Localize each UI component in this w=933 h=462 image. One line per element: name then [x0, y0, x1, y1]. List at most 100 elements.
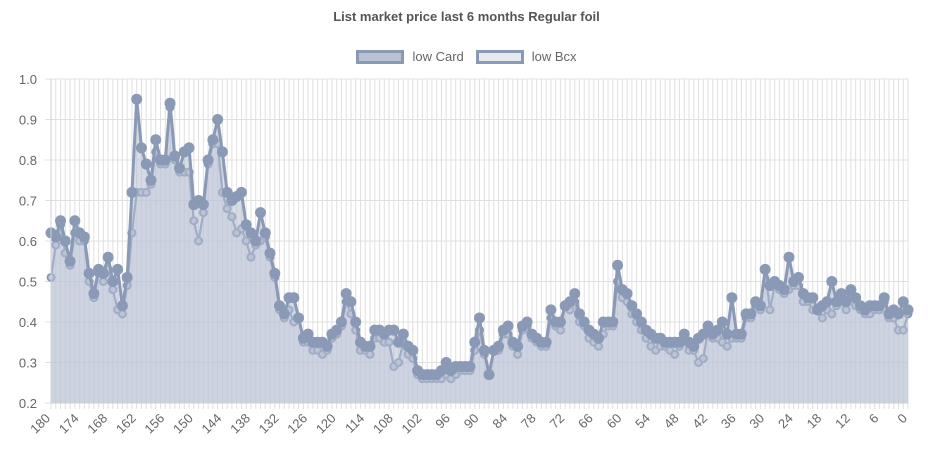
y-tick-label: 0.2 — [19, 396, 37, 411]
data-point-low-card — [235, 186, 247, 198]
data-point-low-card — [483, 369, 495, 381]
data-point-low-card — [397, 328, 409, 340]
data-point-low-card — [897, 296, 909, 308]
data-point-low-card — [464, 361, 476, 373]
y-tick-label: 0.4 — [19, 315, 37, 330]
data-point-low-card — [545, 304, 557, 316]
data-point-low-card — [197, 199, 209, 211]
data-point-low-card — [631, 308, 643, 320]
legend-swatch-low-bcx — [475, 49, 524, 64]
data-point-low-card — [159, 154, 171, 166]
data-point-low-card — [702, 320, 714, 332]
data-point-low-card — [269, 267, 281, 279]
x-tick-label: 12 — [832, 411, 853, 432]
data-point-low-card — [635, 316, 647, 328]
x-tick-label: 108 — [370, 411, 396, 437]
data-point-low-card — [302, 328, 314, 340]
data-point-low-card — [264, 247, 276, 259]
data-point-low-card — [250, 235, 262, 247]
data-point-low-card — [83, 267, 95, 279]
data-point-low-card — [778, 284, 790, 296]
data-point-low-card — [288, 292, 300, 304]
legend-swatch-low-card — [356, 49, 405, 64]
data-point-low-card — [388, 324, 400, 336]
data-point-low-card — [245, 227, 257, 239]
data-point-low-card — [512, 340, 524, 352]
data-point-low-card — [364, 340, 376, 352]
data-point-low-card — [150, 134, 162, 146]
data-point-low-card — [174, 162, 186, 174]
data-point-low-card — [745, 308, 757, 320]
x-tick-label: 102 — [399, 411, 425, 437]
y-tick-label: 0.9 — [19, 113, 37, 128]
data-point-low-card — [564, 296, 576, 308]
data-point-low-card — [835, 288, 847, 300]
data-point-low-card — [569, 288, 581, 300]
series-area-low-card — [51, 99, 908, 403]
x-tick-label: 30 — [746, 411, 767, 432]
data-point-low-card — [202, 154, 214, 166]
data-point-low-card — [126, 186, 138, 198]
y-tick-label: 0.7 — [19, 194, 37, 209]
data-point-low-card — [340, 288, 352, 300]
data-point-low-card — [88, 288, 100, 300]
data-point-low-card — [678, 328, 690, 340]
x-tick-label: 90 — [461, 411, 482, 432]
data-point-low-card — [440, 357, 452, 368]
data-point-low-card — [845, 284, 857, 296]
x-tick-label: 138 — [227, 411, 253, 437]
data-point-low-card — [721, 328, 733, 340]
data-point-low-card — [216, 146, 228, 158]
data-point-low-card — [892, 308, 904, 320]
data-point-low-card — [112, 263, 124, 275]
data-point-low-card — [278, 308, 290, 320]
data-point-low-card — [826, 276, 838, 287]
data-point-low-card — [521, 316, 533, 328]
data-point-low-card — [850, 292, 862, 304]
x-tick-label: 96 — [432, 411, 453, 432]
x-tick-label: 6 — [866, 411, 882, 427]
data-point-low-card — [321, 340, 333, 352]
data-point-low-card — [407, 344, 419, 356]
y-tick-label: 0.5 — [19, 275, 37, 290]
x-tick-label: 42 — [689, 411, 710, 432]
data-point-low-card — [50, 231, 62, 243]
legend-item-low-card[interactable]: low Card — [356, 49, 464, 64]
data-point-low-card — [107, 276, 119, 287]
data-point-low-card — [783, 251, 795, 263]
data-point-low-card — [807, 292, 819, 304]
x-tick-label: 48 — [661, 411, 682, 432]
x-tick-label: 114 — [342, 411, 367, 436]
data-point-low-card — [712, 324, 724, 336]
x-tick-label: 0 — [894, 411, 910, 427]
x-tick-label: 126 — [284, 411, 310, 437]
data-point-low-card — [221, 186, 233, 198]
x-tick-label: 144 — [199, 411, 225, 437]
data-point-low-card — [335, 316, 347, 328]
data-point-low-card — [821, 296, 833, 308]
data-point-low-card — [59, 235, 71, 247]
data-point-low-card — [254, 207, 266, 219]
data-point-low-card — [873, 300, 885, 312]
chart-title: List market price last 6 months Regular … — [333, 9, 600, 24]
data-point-low-card — [716, 316, 728, 328]
data-point-low-card — [493, 340, 505, 352]
data-point-low-card — [593, 332, 605, 344]
y-tick-label: 0.8 — [19, 153, 37, 168]
legend-item-low-bcx[interactable]: low Bcx — [475, 49, 577, 64]
legend-label-low-card: low Card — [412, 49, 464, 64]
data-point-low-card — [140, 158, 152, 170]
data-point-low-card — [55, 215, 67, 227]
y-tick-label: 1.0 — [19, 72, 37, 87]
legend-label-low-bcx: low Bcx — [531, 49, 577, 64]
x-tick-label: 72 — [546, 411, 567, 432]
data-point-low-card — [726, 292, 738, 304]
x-tick-label: 120 — [313, 411, 339, 437]
data-point-low-card — [183, 142, 195, 154]
x-tick-label: 156 — [141, 411, 167, 437]
data-point-low-card — [688, 340, 700, 352]
data-point-low-card — [131, 93, 143, 105]
data-point-low-card — [626, 300, 638, 312]
